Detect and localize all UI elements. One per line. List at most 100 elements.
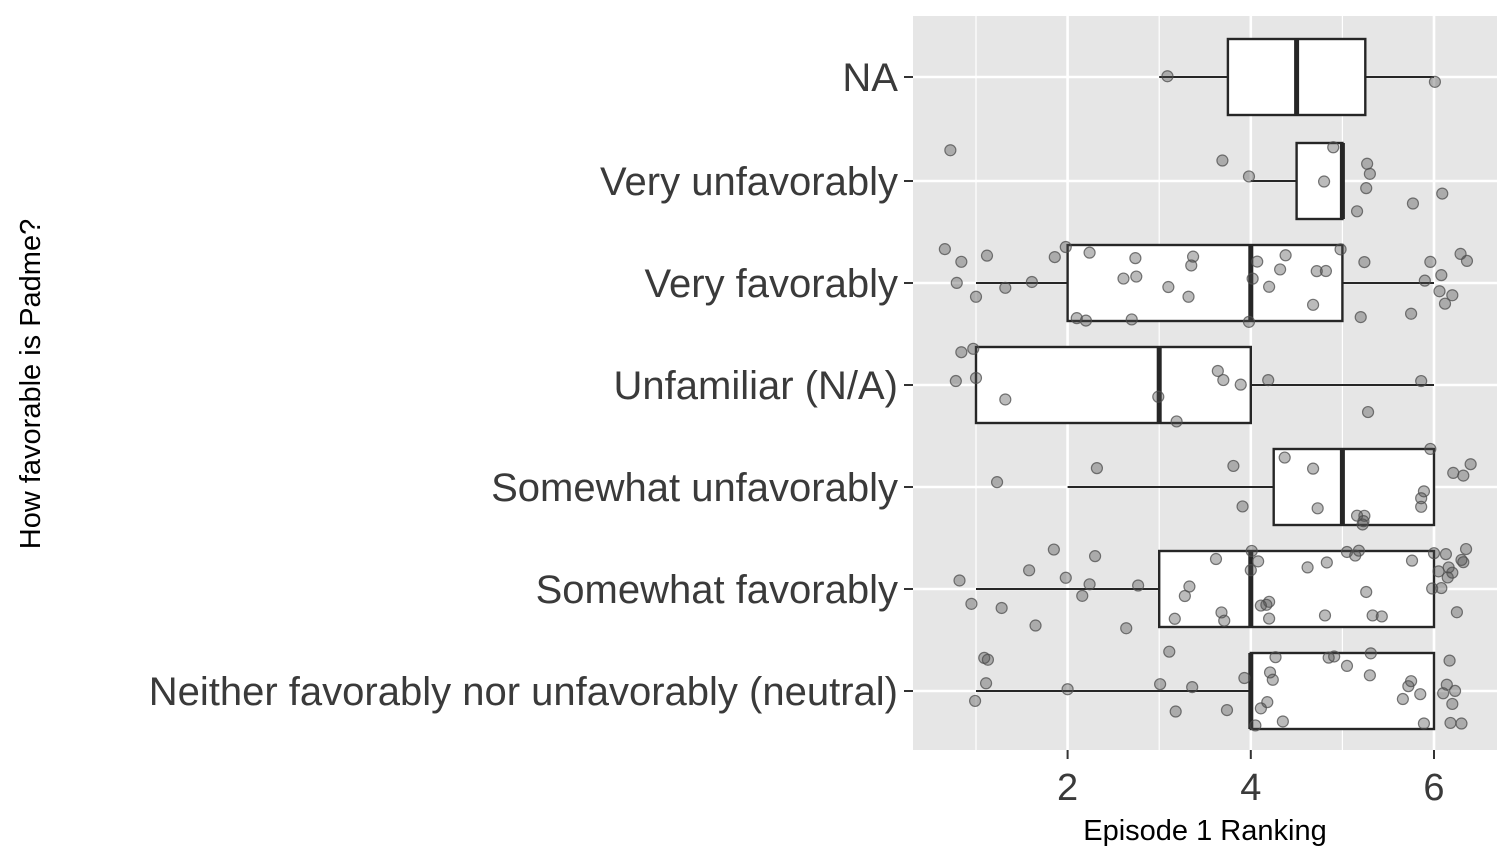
data-point: [1352, 544, 1365, 557]
y-axis-title: How favorable is Padme?: [15, 219, 47, 549]
data-point: [950, 276, 963, 289]
data-point: [1446, 697, 1459, 711]
data-point: [1154, 678, 1167, 691]
data-point: [1217, 373, 1230, 387]
box-group: [1250, 141, 1345, 221]
category-label: NA: [842, 56, 898, 100]
x-tick-label: 2: [1057, 767, 1078, 809]
data-point: [1076, 589, 1089, 602]
data-point: [1244, 564, 1257, 577]
category-label: Neither favorably nor unfavorably (neutr…: [149, 670, 898, 714]
data-point: [968, 694, 982, 708]
data-point: [1459, 542, 1473, 556]
data-point: [1455, 717, 1468, 730]
data-point: [1170, 415, 1183, 428]
data-point: [1245, 544, 1258, 558]
data-point: [1361, 405, 1375, 419]
data-point: [1266, 673, 1279, 686]
data-point: [1418, 274, 1431, 287]
category-label: Very unfavorably: [600, 160, 898, 204]
data-point: [969, 290, 983, 303]
data-point: [1406, 197, 1420, 210]
data-point: [1318, 609, 1332, 622]
data-point: [949, 374, 962, 388]
data-point: [1424, 255, 1437, 268]
data-point: [1185, 259, 1198, 272]
data-point: [1375, 610, 1388, 623]
data-point: [1405, 554, 1419, 567]
data-point: [1317, 175, 1331, 188]
data-point: [1446, 566, 1459, 579]
data-point: [1301, 561, 1314, 574]
data-point: [967, 342, 980, 355]
data-point: [1025, 275, 1038, 289]
category-labels: NA Very unfavorably Very favorably Unfamili…: [149, 56, 899, 714]
data-point: [1059, 571, 1072, 584]
data-point: [955, 346, 968, 359]
data-point: [980, 249, 994, 262]
data-point: [1088, 550, 1102, 563]
data-point: [1439, 548, 1453, 561]
data-point: [1238, 671, 1251, 685]
data-point: [1327, 141, 1340, 154]
box-group: [974, 345, 1434, 425]
box-group: [1067, 447, 1436, 527]
data-point: [1450, 606, 1464, 619]
data-point: [1448, 684, 1462, 698]
data-point: [1234, 378, 1247, 391]
data-point: [1117, 272, 1130, 285]
data-point: [1440, 678, 1453, 691]
data-point: [1079, 314, 1093, 327]
data-point: [1083, 246, 1096, 259]
data-point: [1443, 654, 1456, 667]
data-point: [1023, 564, 1036, 577]
data-point: [1263, 595, 1276, 608]
data-point: [1363, 167, 1376, 180]
data-point: [1310, 265, 1323, 278]
data-point: [1428, 75, 1442, 88]
data-point: [1263, 612, 1276, 625]
data-point: [1278, 451, 1291, 464]
data-point: [1417, 485, 1431, 498]
data-point: [1186, 250, 1200, 263]
data-point: [1132, 579, 1145, 592]
data-point: [995, 601, 1008, 615]
data-point: [1129, 252, 1142, 265]
data-point: [1251, 255, 1264, 268]
data-point: [1457, 556, 1470, 569]
data-point: [1414, 688, 1427, 701]
data-point: [1211, 364, 1224, 378]
category-label: Unfamiliar (N/A): [614, 364, 898, 408]
data-point: [969, 371, 983, 385]
data-point: [1334, 243, 1347, 256]
data-point: [1306, 462, 1320, 475]
data-point: [1404, 675, 1418, 688]
data-point: [1162, 280, 1175, 294]
box-iqr: [1272, 447, 1436, 527]
x-axis-tick-labels: 2 4 6: [1057, 767, 1445, 809]
data-point: [1125, 313, 1138, 326]
data-point: [1350, 205, 1364, 218]
data-point: [1047, 543, 1060, 556]
data-point: [1218, 614, 1231, 627]
category-label: Very favorably: [645, 262, 898, 306]
x-axis-title: Episode 1 Ranking: [1083, 815, 1326, 847]
data-point: [1436, 187, 1449, 200]
data-point: [1427, 547, 1441, 560]
data-point: [1358, 509, 1371, 522]
data-point: [1424, 442, 1437, 456]
data-point: [1433, 285, 1446, 298]
data-point: [990, 476, 1004, 489]
data-point: [1328, 650, 1341, 663]
data-point: [1306, 298, 1320, 311]
data-point: [938, 243, 951, 256]
data-point: [1242, 170, 1256, 183]
data-point: [999, 393, 1012, 406]
box-iqr: [974, 345, 1252, 425]
box-iqr: [1157, 549, 1436, 629]
data-point: [1396, 692, 1409, 706]
data-point: [1120, 622, 1133, 635]
box-group: [1159, 37, 1434, 117]
data-point: [1276, 715, 1289, 728]
